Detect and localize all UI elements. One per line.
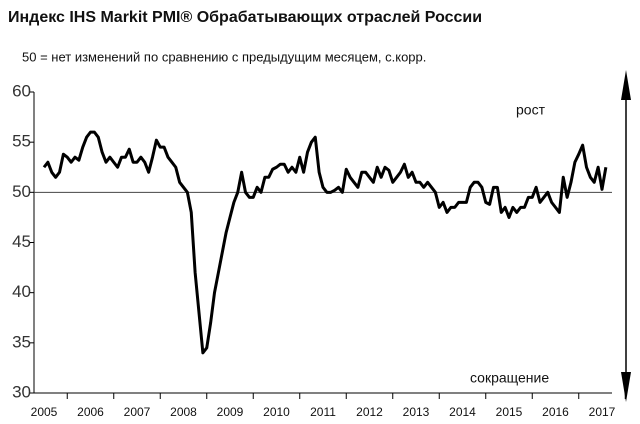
chart-subtitle: 50 = нет изменений по сравнению с предыд…	[22, 49, 426, 64]
x-tick-label: 2014	[449, 405, 476, 419]
y-tick-label: 30	[12, 382, 31, 401]
y-tick-label: 55	[12, 132, 31, 151]
y-tick-label: 35	[12, 332, 31, 351]
x-tick-label: 2015	[496, 405, 523, 419]
x-tick-label: 2010	[263, 405, 290, 419]
y-tick-label: 40	[12, 282, 31, 301]
x-tick-label: 2011	[310, 405, 336, 419]
chart-title: Индекс IHS Markit PMI® Обрабатывающих от…	[8, 9, 482, 26]
x-tick-label: 2016	[542, 405, 569, 419]
x-tick-label: 2017	[589, 405, 616, 419]
annotation: сокращение	[470, 370, 549, 386]
x-tick-label: 2012	[356, 405, 383, 419]
x-tick-label: 2007	[124, 405, 151, 419]
y-tick-label: 60	[12, 81, 31, 100]
data-line	[42, 130, 608, 355]
y-tick-label: 45	[12, 232, 31, 251]
x-tick-label: 2006	[77, 405, 104, 419]
x-tick-label: 2005	[31, 405, 58, 419]
direction-arrow	[621, 70, 631, 402]
x-tick-label: 2009	[217, 405, 244, 419]
y-tick-label: 50	[12, 182, 31, 201]
x-tick-label: 2013	[403, 405, 430, 419]
x-tick-label: 2008	[170, 405, 197, 419]
annotation: рост	[516, 102, 546, 118]
